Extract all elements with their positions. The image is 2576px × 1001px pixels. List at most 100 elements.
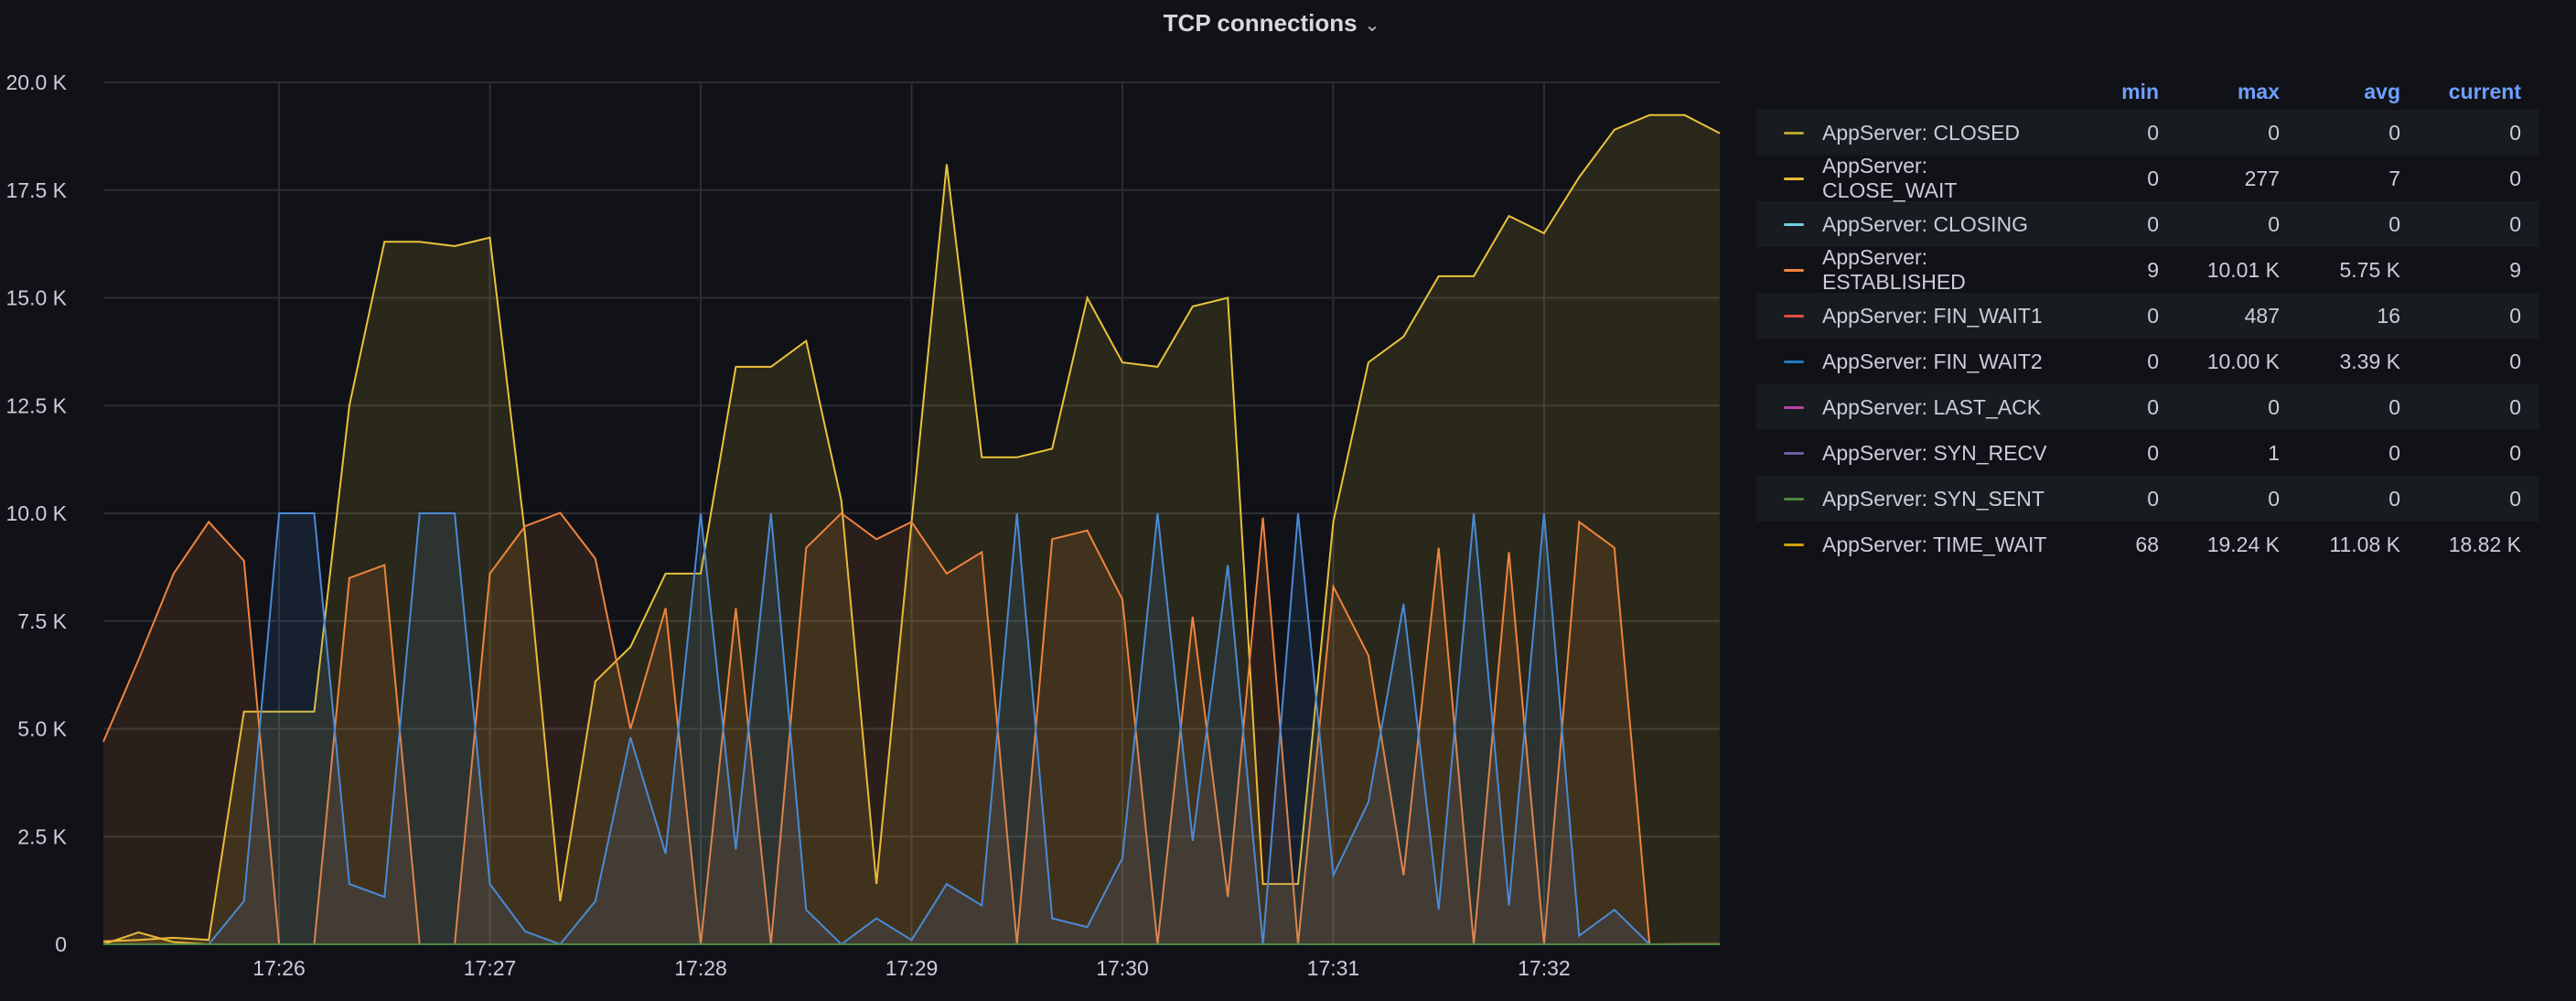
legend: min max avg current AppServer: CLOSED 0 0 0… xyxy=(1756,73,2539,567)
legend-series-name: AppServer: ESTABLISHED xyxy=(1822,245,1966,294)
legend-value-current: 9 xyxy=(2509,257,2521,282)
legend-value-current: 0 xyxy=(2509,440,2521,465)
legend-series-name: AppServer: LAST_ACK xyxy=(1822,394,2042,419)
legend-value-min: 0 xyxy=(2147,486,2159,511)
legend-item[interactable]: AppServer: CLOSING 0 0 0 0 xyxy=(1756,201,2539,247)
legend-value-min: 0 xyxy=(2147,440,2159,465)
legend-value-avg: 11.08 K xyxy=(2329,532,2400,556)
panel-title-text: TCP connections xyxy=(1163,9,1358,37)
legend-value-min: 0 xyxy=(2147,394,2159,419)
legend-item[interactable]: AppServer: FIN_WAIT2 0 10.00 K 3.39 K 0 xyxy=(1756,339,2539,384)
legend-series-name: AppServer: SYN_SENT xyxy=(1822,486,2045,511)
legend-value-min: 0 xyxy=(2147,166,2159,190)
legend-item[interactable]: AppServer: FIN_WAIT1 0 487 16 0 xyxy=(1756,293,2539,339)
y-tick-label: 2.5 K xyxy=(17,824,67,848)
legend-value-current: 0 xyxy=(2509,120,2521,145)
y-tick-label: 17.5 K xyxy=(6,178,68,202)
legend-value-avg: 0 xyxy=(2388,394,2400,419)
legend-value-min: 0 xyxy=(2147,303,2159,328)
legend-value-current: 0 xyxy=(2509,349,2521,373)
legend-value-avg: 0 xyxy=(2388,211,2400,236)
legend-value-avg: 0 xyxy=(2388,486,2400,511)
y-tick-label: 12.5 K xyxy=(6,393,68,417)
series-line xyxy=(102,511,1720,946)
legend-value-min: 0 xyxy=(2147,211,2159,236)
legend-item[interactable]: AppServer: CLOSE_WAIT 0 277 7 0 xyxy=(1756,154,2539,202)
legend-value-avg: 0 xyxy=(2388,440,2400,465)
legend-item[interactable]: AppServer: ESTABLISHED 9 10.01 K 5.75 K 9 xyxy=(1756,245,2539,294)
x-tick-label: 17:27 xyxy=(464,956,517,980)
legend-item[interactable]: AppServer: SYN_RECV 0 1 0 0 xyxy=(1756,430,2539,476)
legend-value-max: 0 xyxy=(2268,120,2280,145)
legend-value-max: 0 xyxy=(2268,211,2280,236)
legend-value-avg: 5.75 K xyxy=(2339,257,2401,282)
legend-value-min: 0 xyxy=(2147,120,2159,145)
x-tick-label: 17:32 xyxy=(1518,956,1571,980)
legend-col-max[interactable]: max xyxy=(2237,79,2280,103)
legend-series-name: AppServer: FIN_WAIT1 xyxy=(1822,303,2043,328)
chevron-down-icon[interactable]: ⌄ xyxy=(1364,16,1380,36)
legend-value-max: 0 xyxy=(2268,486,2280,511)
legend-value-current: 0 xyxy=(2509,166,2521,190)
series-line xyxy=(103,512,1720,946)
series-area xyxy=(103,512,1720,944)
x-tick-label: 17:26 xyxy=(252,956,306,980)
legend-value-max: 10.01 K xyxy=(2206,257,2280,282)
series-area xyxy=(103,513,1720,944)
legend-value-avg: 3.39 K xyxy=(2339,349,2401,373)
legend-swatch xyxy=(1784,314,1804,318)
legend-swatch xyxy=(1784,222,1804,226)
legend-series-name: AppServer: FIN_WAIT2 xyxy=(1822,349,2043,373)
legend-swatch xyxy=(1784,131,1804,135)
legend-series-name: AppServer: SYN_RECV xyxy=(1822,440,2047,465)
legend-swatch xyxy=(1784,268,1804,272)
legend-item[interactable]: AppServer: LAST_ACK 0 0 0 0 xyxy=(1756,384,2539,430)
legend-swatch xyxy=(1784,497,1804,500)
legend-value-avg: 0 xyxy=(2388,120,2400,145)
y-tick-label: 10.0 K xyxy=(6,501,68,525)
legend-value-current: 0 xyxy=(2509,303,2521,328)
legend-swatch xyxy=(1784,405,1804,409)
legend-value-min: 0 xyxy=(2147,349,2159,373)
legend-item[interactable]: AppServer: CLOSED 0 0 0 0 xyxy=(1756,110,2539,156)
legend-value-max: 277 xyxy=(2244,166,2280,190)
legend-series-name: AppServer: TIME_WAIT xyxy=(1822,532,2047,556)
x-tick-label: 17:29 xyxy=(886,956,939,980)
chart: 0 2.5 K 5.0 K 7.5 K 10.0 K 12.5 K 15.0 K 17.5 K… xyxy=(6,70,1721,980)
y-tick-label: 5.0 K xyxy=(17,717,67,741)
legend-header: min max avg current xyxy=(1756,73,2539,110)
legend-value-max: 10.00 K xyxy=(2206,349,2280,373)
legend-swatch xyxy=(1784,177,1804,180)
legend-value-min: 9 xyxy=(2147,257,2159,282)
x-tick-label: 17:30 xyxy=(1096,956,1149,980)
legend-col-min[interactable]: min xyxy=(2121,79,2159,103)
legend-series-name: AppServer: CLOSING xyxy=(1822,211,2028,236)
legend-col-avg[interactable]: avg xyxy=(2364,79,2400,103)
x-tick-label: 17:28 xyxy=(674,956,727,980)
y-tick-label: 0 xyxy=(55,932,67,956)
legend-swatch xyxy=(1784,543,1804,546)
y-tick-label: 20.0 K xyxy=(6,70,68,94)
legend-value-current: 0 xyxy=(2509,211,2521,236)
legend-value-avg: 16 xyxy=(2377,303,2400,328)
legend-rows: AppServer: CLOSED 0 0 0 0 AppServer: CLOSE_WA… xyxy=(1756,110,2539,567)
legend-value-max: 487 xyxy=(2244,303,2280,328)
legend-value-min: 68 xyxy=(2135,532,2159,556)
legend-value-current: 18.82 K xyxy=(2448,532,2521,556)
legend-value-max: 0 xyxy=(2268,394,2280,419)
legend-value-max: 19.24 K xyxy=(2206,532,2280,556)
x-tick-label: 17:31 xyxy=(1307,956,1360,980)
legend-series-name: AppServer: CLOSE_WAIT xyxy=(1822,154,1958,202)
y-tick-label: 15.0 K xyxy=(6,286,68,310)
legend-col-current[interactable]: current xyxy=(2448,79,2521,103)
legend-swatch xyxy=(1784,360,1804,363)
legend-value-avg: 7 xyxy=(2388,166,2400,190)
legend-value-current: 0 xyxy=(2509,394,2521,419)
legend-item[interactable]: AppServer: SYN_SENT 0 0 0 0 xyxy=(1756,476,2539,522)
legend-item[interactable]: AppServer: TIME_WAIT 68 19.24 K 11.08 K 18.8… xyxy=(1756,522,2539,567)
legend-swatch xyxy=(1784,451,1804,455)
legend-value-current: 0 xyxy=(2509,486,2521,511)
panel-title[interactable]: TCP connections ⌄ xyxy=(0,9,2543,38)
y-tick-label: 7.5 K xyxy=(17,609,67,633)
legend-value-max: 1 xyxy=(2268,440,2280,465)
